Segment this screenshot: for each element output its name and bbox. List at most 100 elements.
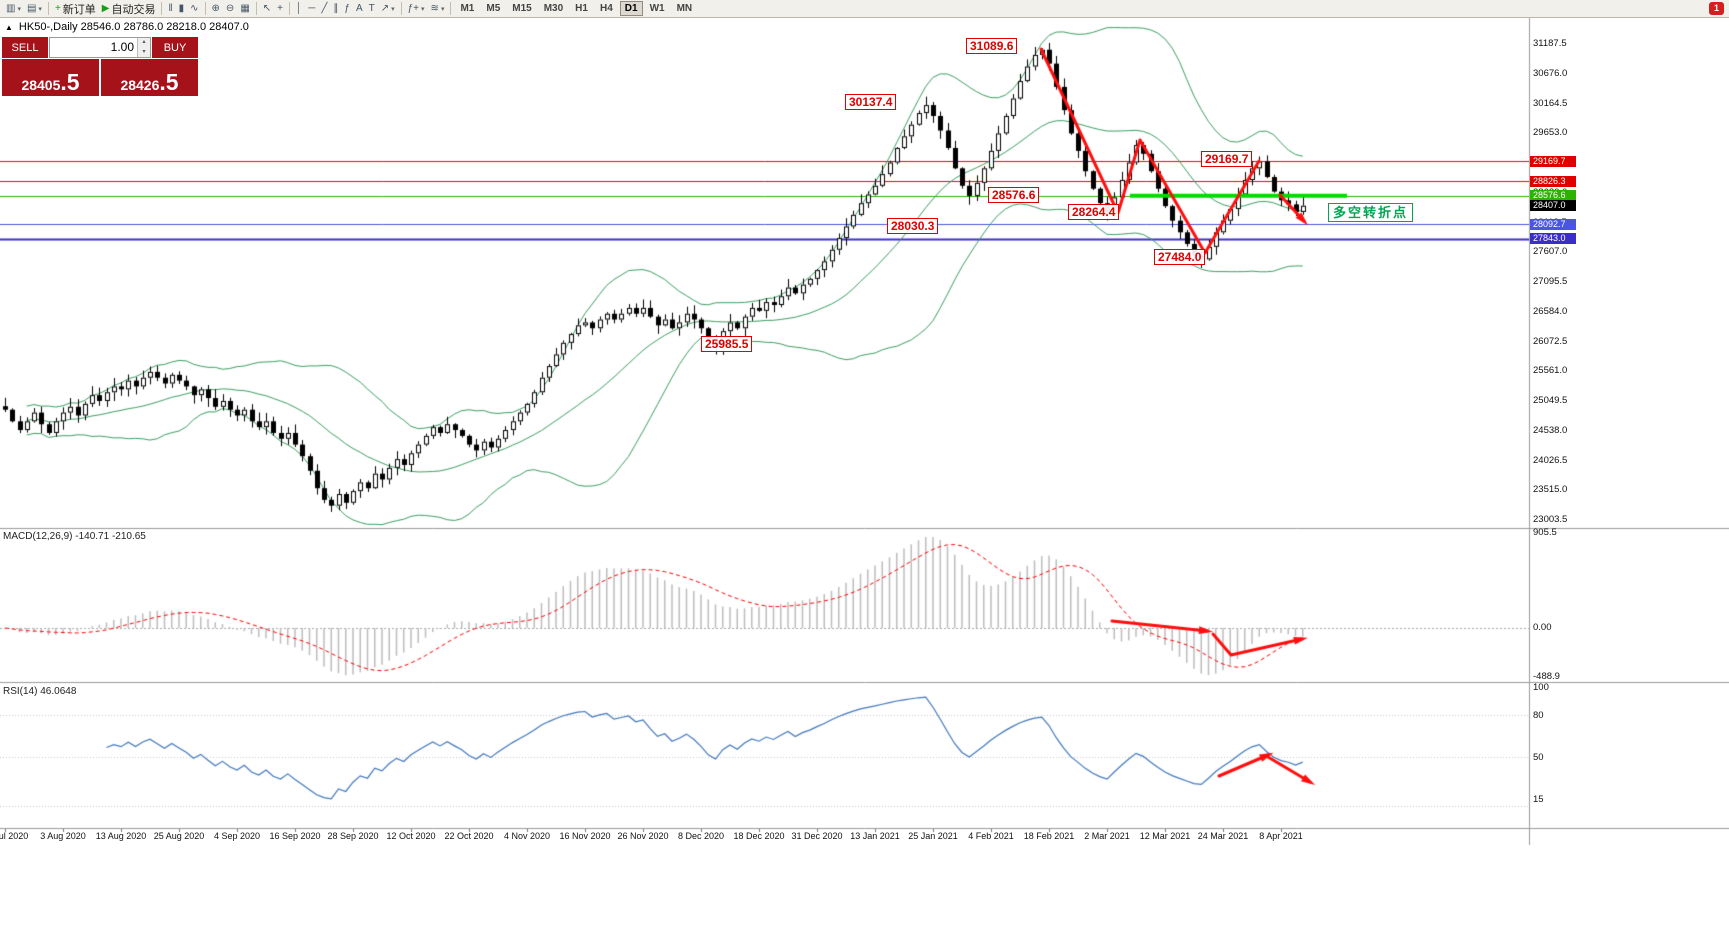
toolbar-separator — [255, 2, 257, 15]
price-annotation[interactable]: 29169.7 — [1201, 151, 1253, 167]
text-button[interactable]: A — [353, 1, 366, 17]
timeframe-h1[interactable]: H1 — [575, 3, 588, 14]
volume-value[interactable]: 1.00 — [110, 40, 134, 54]
rsi-axis-label: 50 — [1533, 752, 1544, 763]
price-annotation[interactable]: 27484.0 — [1154, 249, 1206, 265]
new-chart-button[interactable]: ▥ ▾ — [3, 1, 24, 17]
tile-windows-button-icon: ▦ — [240, 3, 250, 14]
bar-chart-button[interactable]: ‖ — [165, 1, 175, 17]
autotrading-button-label: 自动交易 — [111, 3, 156, 16]
date-label: 2 Mar 2021 — [1084, 831, 1130, 841]
dropdown-caret-icon: ▾ — [440, 5, 445, 13]
rsi-axis-label: 80 — [1533, 710, 1544, 721]
timeframe-m1[interactable]: M1 — [460, 3, 475, 14]
autotrading-button[interactable]: ▶ 自动交易 — [99, 1, 159, 17]
timeframe-mn[interactable]: MN — [676, 3, 693, 14]
volume-input[interactable]: 1.00 ▴ ▾ — [49, 37, 151, 58]
price-axis-label: 24538.0 — [1533, 424, 1568, 436]
new-order-button[interactable]: + 新订单 — [52, 1, 99, 17]
symbol-info: ▲ HK50-,Daily 28546.0 28786.0 28218.0 28… — [5, 21, 249, 33]
price-tag: 28407.0 — [1530, 200, 1576, 212]
trendline-button[interactable]: ╱ — [318, 1, 330, 17]
channel-button[interactable]: ∥ — [330, 1, 341, 17]
price-axis-label: 26584.0 — [1533, 305, 1568, 317]
buy-price-button[interactable]: 28426.5 — [101, 59, 198, 96]
vertical-line-button-icon: │ — [296, 3, 303, 14]
crosshair-button[interactable]: + — [274, 1, 286, 17]
turning-point-note[interactable]: 多空转折点 — [1328, 203, 1414, 222]
zoom-in-button[interactable]: ⊕ — [209, 1, 223, 17]
timeframe-m30[interactable]: M30 — [543, 3, 564, 14]
toolbar-separator — [161, 2, 163, 15]
vertical-line-button[interactable]: │ — [293, 1, 305, 17]
volume-up-button[interactable]: ▴ — [138, 38, 150, 48]
line-chart-button[interactable]: ∿ — [187, 1, 201, 17]
sell-price-button[interactable]: 28405.5 — [2, 59, 99, 96]
symbol-ohlc-text: HK50-,Daily 28546.0 28786.0 28218.0 2840… — [18, 21, 249, 33]
zoom-out-button[interactable]: ⊖ — [223, 1, 237, 17]
price-axis-label: 30676.0 — [1533, 67, 1568, 79]
price-tag: 28092.7 — [1530, 218, 1576, 230]
notification-badge[interactable]: 1 — [1709, 2, 1724, 15]
date-label: 22 Oct 2020 — [444, 831, 494, 841]
price-tag: 28826.3 — [1530, 175, 1576, 187]
label-button[interactable]: T — [366, 1, 378, 17]
candlestick-chart-button-icon: ▮ — [178, 3, 185, 14]
date-label: 12 Oct 2020 — [386, 831, 436, 841]
price-axis-label: 24026.5 — [1533, 454, 1568, 466]
arrows-button-icon: ↗ — [380, 3, 390, 14]
price-annotation[interactable]: 30137.4 — [845, 94, 897, 110]
cursor-button-icon: ↖ — [262, 3, 272, 14]
price-annotation[interactable]: 25985.5 — [701, 336, 753, 352]
sell-price-fraction: .5 — [60, 69, 80, 95]
price-annotation[interactable]: 28264.4 — [1068, 204, 1120, 220]
price-tag: 28576.6 — [1530, 190, 1576, 202]
objects-button[interactable]: ≋ ▾ — [428, 1, 448, 17]
bar-chart-button-icon: ‖ — [168, 3, 173, 14]
new-order-button-label: 新订单 — [62, 3, 96, 16]
date-label: 26 Nov 2020 — [617, 831, 669, 841]
horizontal-line-button[interactable]: ─ — [305, 1, 318, 17]
timeframe-m5[interactable]: M5 — [486, 3, 501, 14]
price-axis-label: 25561.0 — [1533, 365, 1568, 377]
date-label: 25 Aug 2020 — [153, 831, 205, 841]
autotrading-button-icon: ▶ — [101, 3, 110, 14]
price-annotation[interactable]: 28030.3 — [887, 218, 939, 234]
fibonacci-button[interactable]: ƒ — [341, 1, 353, 17]
profiles-button[interactable]: ▤ ▾ — [24, 1, 45, 17]
timeframe-w1[interactable]: W1 — [649, 3, 665, 14]
buy-price-fraction: .5 — [159, 69, 179, 95]
profiles-button-icon: ▤ — [26, 3, 37, 14]
timeframe-m15[interactable]: M15 — [512, 3, 532, 14]
channel-button-icon: ∥ — [333, 3, 339, 14]
volume-down-button[interactable]: ▾ — [138, 47, 150, 57]
volume-stepper: ▴ ▾ — [137, 38, 150, 57]
price-axis-label: 30164.5 — [1533, 97, 1568, 109]
sell-button[interactable]: SELL — [2, 37, 48, 58]
zoom-in-button-icon: ⊕ — [211, 3, 220, 14]
main-toolbar: ▥ ▾ ▤ ▾ + 新订单 ▶ 自动交易 ‖ ▮ ∿ ⊕ ⊖ ▦ ↖ + │ ─ ╱ ∥ ƒ A T ↗ ▾ ƒ+ ▾ ≋ ▾ M1 M5 M… — [0, 0, 1729, 18]
timeframe-d1[interactable]: D1 — [619, 1, 643, 16]
tile-windows-button[interactable]: ▦ — [237, 1, 252, 17]
date-label: 3 Aug 2020 — [40, 831, 86, 841]
price-annotation[interactable]: 31089.6 — [966, 38, 1018, 54]
fibonacci-button-icon: ƒ — [344, 3, 350, 14]
date-label: 16 Nov 2020 — [559, 831, 611, 841]
price-axis-label: 23515.0 — [1533, 484, 1568, 496]
crosshair-button-icon: + — [277, 3, 283, 14]
buy-button[interactable]: BUY — [152, 37, 198, 58]
price-annotation[interactable]: 28576.6 — [988, 187, 1040, 203]
date-label: 22 Jul 2020 — [0, 831, 29, 841]
date-label: 18 Feb 2021 — [1023, 831, 1075, 841]
date-label: 13 Jan 2021 — [850, 831, 900, 841]
arrows-button[interactable]: ↗ ▾ — [378, 1, 398, 17]
date-label: 8 Apr 2021 — [1259, 831, 1303, 841]
oneclick-collapse-icon[interactable]: ▲ — [5, 22, 13, 32]
candlestick-chart-button[interactable]: ▮ — [176, 1, 188, 17]
cursor-button[interactable]: ↖ — [260, 1, 274, 17]
indicators-button[interactable]: ƒ+ ▾ — [405, 1, 428, 17]
timeframe-h4[interactable]: H4 — [599, 3, 613, 14]
dropdown-caret-icon: ▾ — [421, 5, 425, 13]
